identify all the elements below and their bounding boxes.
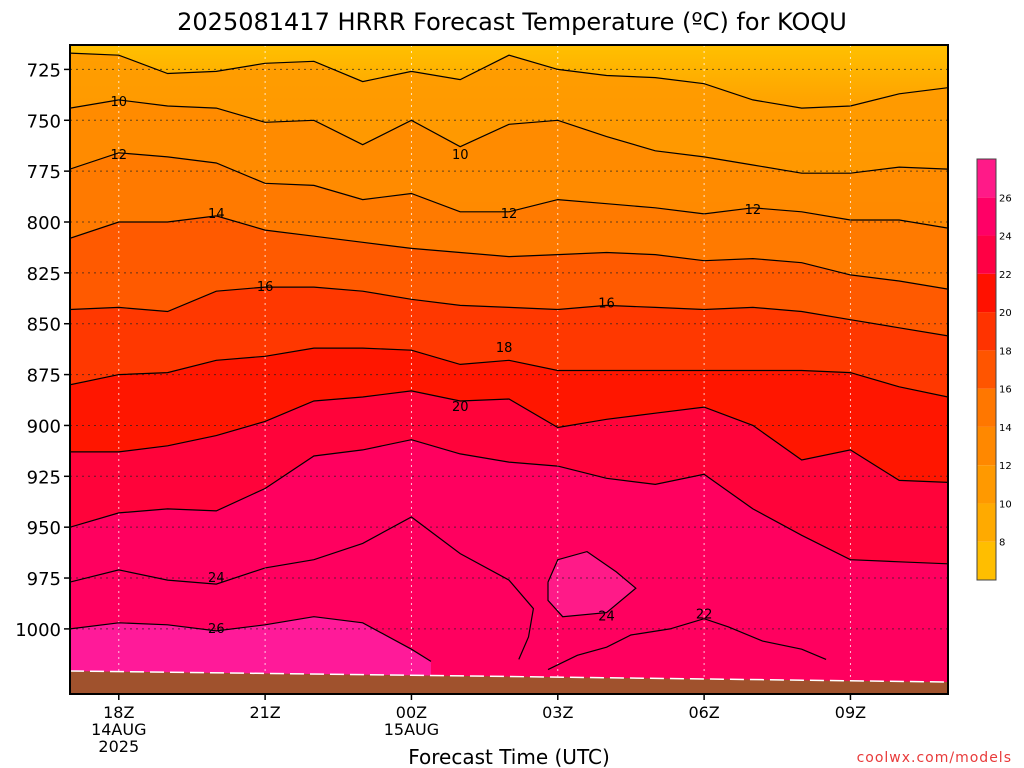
contour-label-12-4: 12 xyxy=(745,203,762,218)
contour-label-18-8: 18 xyxy=(496,341,513,356)
contour-label-14-5: 14 xyxy=(208,207,225,222)
colorbar-tick-20: 20 xyxy=(999,308,1012,319)
colorbar: 8 10 12 14 16 18 20 22 24 26 xyxy=(976,158,1012,581)
colorbar-tick-22: 22 xyxy=(999,270,1012,281)
colorbar-band-9 xyxy=(977,197,996,236)
y-tick-label-800: 800 xyxy=(27,213,61,234)
colorbar-band-0 xyxy=(977,541,996,580)
colorbar-band-2 xyxy=(977,465,996,504)
colorbar-tick-18: 18 xyxy=(999,346,1012,357)
y-tick-label-950: 950 xyxy=(27,518,61,539)
colorbar-band-6 xyxy=(977,312,996,351)
y-tick-label-925: 925 xyxy=(27,467,61,488)
contour-24-7 xyxy=(70,439,948,565)
y-tick-label-1000: 1000 xyxy=(15,620,61,641)
contour-label-24-12: 24 xyxy=(598,610,615,625)
colorbar-tick-16: 16 xyxy=(999,385,1012,396)
colorbar-band-10 xyxy=(977,159,996,198)
temperature-fill-bands xyxy=(70,53,948,694)
y-tick-label-850: 850 xyxy=(27,315,61,336)
y-tick-label-750: 750 xyxy=(27,111,61,132)
y-tick-label-975: 975 xyxy=(27,569,61,590)
colorbar-tick-24: 24 xyxy=(999,232,1012,243)
colorbar-tick-14: 14 xyxy=(999,423,1012,434)
x-tick-label-24-0: 00Z xyxy=(396,703,427,722)
warm-pocket-26-10 xyxy=(548,551,636,617)
contour-12-1 xyxy=(70,99,948,174)
x-tick-label-18-2: 2025 xyxy=(98,737,139,756)
contour-20-5 xyxy=(70,347,948,398)
contour-18-4 xyxy=(70,286,948,337)
contour-label-10-1: 10 xyxy=(452,148,469,163)
colorbar-tick-10: 10 xyxy=(999,499,1012,510)
contour-24-9 xyxy=(547,618,827,671)
contour-label-12-2: 12 xyxy=(111,148,128,163)
contour-16-3 xyxy=(70,215,948,290)
colorbar-band-8 xyxy=(977,235,996,274)
y-tick-label-775: 775 xyxy=(27,162,61,183)
colorbar-band-4 xyxy=(977,388,996,427)
colorbar-band-1 xyxy=(977,503,996,542)
y-tick-label-900: 900 xyxy=(27,416,61,437)
x-axis-label: Forecast Time (UTC) xyxy=(408,745,610,768)
contour-label-10-0: 10 xyxy=(111,95,128,110)
colorbar-tick-26: 26 xyxy=(999,193,1012,204)
contour-label-20-9: 20 xyxy=(452,400,469,415)
isotherm-labels: 10 10 12 12 12 14 16 16 18 20 22 24 24 26 xyxy=(111,95,762,637)
contour-label-24-11: 24 xyxy=(208,571,225,586)
chart-title: 2025081417 HRRR Forecast Temperature (ºC… xyxy=(177,8,847,36)
y-tick-label-725: 725 xyxy=(27,60,61,81)
contour-14-2 xyxy=(70,152,948,229)
x-tick-label-30-0: 06Z xyxy=(688,703,719,722)
colorbar-band-3 xyxy=(977,426,996,466)
contour-26-8 xyxy=(70,516,535,660)
watermark[interactable]: coolwx.com/models xyxy=(857,750,1012,766)
plot-frame xyxy=(69,44,949,695)
gridlines xyxy=(70,45,948,694)
x-tick-label-33-0: 09Z xyxy=(835,703,866,722)
x-tick-label-21-0: 21Z xyxy=(249,703,280,722)
x-tick-label-27-0: 03Z xyxy=(542,703,573,722)
y-tick-label-875: 875 xyxy=(27,366,61,387)
contour-label-16-6: 16 xyxy=(257,280,274,295)
contour-label-26-13: 26 xyxy=(208,622,225,637)
contour-26-11 xyxy=(70,616,432,662)
contour-label-22-10: 22 xyxy=(696,608,713,623)
ground-surface xyxy=(70,671,948,694)
colorbar-band-7 xyxy=(977,273,996,313)
x-tick-label-24-1: 15AUG xyxy=(384,720,439,739)
x-tick-label-18-1: 14AUG xyxy=(91,720,146,739)
colorbar-tick-12: 12 xyxy=(999,461,1012,472)
y-tick-label-825: 825 xyxy=(27,264,61,285)
contour-10-0 xyxy=(70,52,948,109)
x-tick-label-18-0: 18Z xyxy=(103,703,134,722)
isotherm-contours xyxy=(70,52,948,671)
contour-label-12-3: 12 xyxy=(501,207,518,222)
surface-pressure-line xyxy=(70,670,948,683)
plot-area: 10 10 12 12 12 14 16 16 18 20 22 24 24 26 xyxy=(70,45,948,694)
contour-22-6 xyxy=(70,390,948,483)
y-axis: 725 750 775 800 825 850 875 900 925 950 975 1000 xyxy=(15,60,70,641)
colorbar-tick-8: 8 xyxy=(999,538,1005,549)
contour-label-16-7: 16 xyxy=(598,296,615,311)
ground-terrain xyxy=(70,670,948,694)
contour-26-10 xyxy=(547,550,637,618)
colorbar-band-5 xyxy=(977,350,996,389)
colorbar-frame xyxy=(976,158,997,581)
